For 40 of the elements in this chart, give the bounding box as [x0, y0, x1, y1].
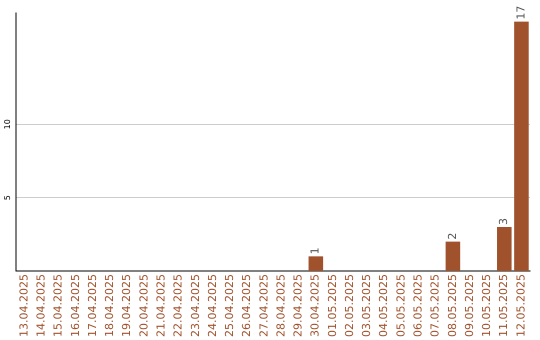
x-tick-label: 19.04.2025: [120, 274, 134, 338]
bar: [308, 256, 324, 272]
x-tick-label: 07.05.2025: [428, 274, 442, 338]
x-tick-label: 16.04.2025: [68, 274, 82, 338]
x-tick-label: 29.04.2025: [292, 274, 305, 338]
y-tick-label: 10: [3, 119, 12, 130]
x-tick-label: 25.04.2025: [223, 274, 236, 338]
bar: [446, 242, 460, 272]
x-tick-label: 13.04.2025: [17, 274, 30, 338]
bar: [497, 227, 512, 272]
x-tick-label: 10.05.2025: [480, 274, 494, 338]
x-tick-label: 28.04.2025: [274, 274, 288, 338]
x-tick-label: 21.04.2025: [154, 274, 168, 338]
x-tick-label: 18.04.2025: [103, 274, 116, 338]
data-label: 1: [308, 247, 322, 254]
x-tick-label: 24.04.2025: [206, 274, 219, 338]
x-tick-label: 23.04.2025: [188, 274, 202, 338]
x-tick-label: 03.05.2025: [360, 274, 374, 338]
x-tick-label: 20.04.2025: [137, 274, 150, 338]
x-tick-label: 17.04.2025: [86, 274, 99, 338]
x-tick-label: 05.05.2025: [394, 274, 408, 338]
bar: [514, 22, 529, 272]
x-tick-label: 15.04.2025: [52, 274, 65, 338]
data-label: 3: [497, 218, 510, 226]
x-tick-label: 02.05.2025: [342, 274, 356, 338]
x-tick-label: 12.05.2025: [514, 274, 528, 338]
x-tick-label: 22.04.2025: [172, 274, 185, 338]
x-tick-label: 30.04.2025: [308, 274, 322, 338]
x-tick-label: 27.04.2025: [257, 274, 270, 338]
x-tick-label: 11.05.2025: [497, 274, 510, 338]
data-label: 17: [514, 6, 528, 20]
x-tick-label: 14.04.2025: [34, 274, 48, 338]
data-label: 2: [446, 232, 459, 240]
x-tick-label: 06.05.2025: [411, 274, 424, 338]
x-tick-label: 08.05.2025: [446, 274, 459, 338]
x-tick-label: 26.04.2025: [240, 274, 254, 338]
y-tick-label: 5: [3, 195, 12, 200]
x-tick-label: 04.05.2025: [377, 274, 390, 338]
x-tick-label: 01.05.2025: [326, 274, 339, 338]
x-tick-label: 09.05.2025: [462, 274, 476, 338]
